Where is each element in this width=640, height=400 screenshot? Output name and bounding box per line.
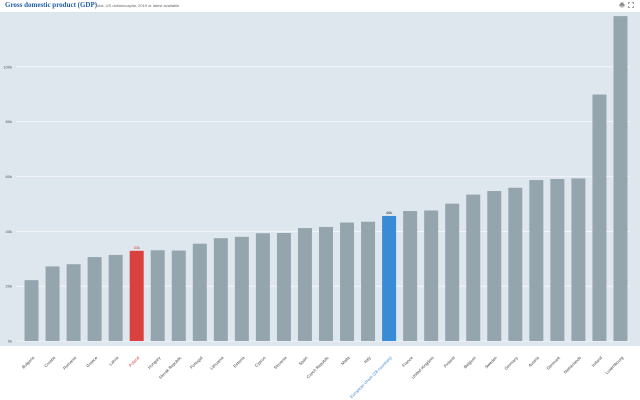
x-tick-label: France bbox=[401, 355, 414, 368]
x-tick-label: Slovak Republic bbox=[158, 355, 183, 380]
x-tick-label: Latvia bbox=[108, 355, 120, 367]
bar-romania[interactable] bbox=[66, 264, 81, 341]
y-tick-label: 60k bbox=[6, 174, 12, 179]
x-tick-label: Malta bbox=[340, 355, 351, 366]
bar-denmark[interactable] bbox=[550, 178, 565, 341]
x-tick-label: Lithuania bbox=[209, 355, 225, 371]
x-tick-label: Czech Republic bbox=[305, 355, 329, 379]
bar-italy[interactable] bbox=[361, 221, 376, 341]
bar-finland[interactable] bbox=[445, 203, 460, 341]
fullscreen-icon[interactable] bbox=[628, 2, 634, 8]
x-tick-label: Finland bbox=[443, 355, 457, 369]
x-tick-label: Portugal bbox=[189, 355, 204, 370]
bar-spain[interactable] bbox=[297, 228, 312, 341]
x-tick-label: European Union (28 countries) bbox=[349, 355, 393, 399]
data-label: 33k bbox=[133, 245, 139, 250]
bar-latvia[interactable] bbox=[108, 254, 123, 341]
bar-malta[interactable] bbox=[340, 222, 355, 341]
x-tick-label: Belgium bbox=[463, 355, 478, 370]
x-tick-label: Netherlands bbox=[563, 355, 583, 375]
bar-sweden[interactable] bbox=[487, 191, 502, 341]
x-tick-label: Hungary bbox=[147, 355, 162, 370]
x-tick-label: Spain bbox=[298, 355, 310, 367]
x-tick-label: Italy bbox=[363, 355, 373, 365]
bar-united-kingdom[interactable] bbox=[424, 210, 439, 341]
bar-germany[interactable] bbox=[508, 187, 523, 341]
bar-greece[interactable] bbox=[87, 257, 102, 341]
x-tick-label: Greece bbox=[85, 355, 99, 369]
bar-cyprus[interactable] bbox=[255, 233, 270, 341]
bar-belgium[interactable] bbox=[466, 194, 481, 341]
bars: 33k 46k bbox=[24, 16, 628, 342]
chart-subtitle: Total, US dollars/capita, 2019 or latest… bbox=[95, 3, 180, 8]
bar-croatia[interactable] bbox=[45, 266, 60, 341]
x-tick-label: Cyprus bbox=[254, 355, 267, 368]
x-tick-label: Denmark bbox=[546, 355, 562, 371]
bar-france[interactable] bbox=[403, 211, 418, 341]
y-tick-label: 100k bbox=[3, 64, 12, 69]
x-tick-label: Romania bbox=[62, 355, 78, 371]
bar-austria[interactable] bbox=[529, 180, 544, 341]
x-tick-label: Croatia bbox=[43, 355, 57, 369]
y-tick-label: 0k bbox=[8, 339, 12, 344]
bar-european-union-28-countries-[interactable] bbox=[382, 215, 397, 341]
bar-netherlands[interactable] bbox=[571, 178, 586, 341]
x-tick-label: Germany bbox=[503, 355, 519, 371]
bar-portugal[interactable] bbox=[192, 243, 207, 341]
bar-ireland[interactable] bbox=[592, 94, 607, 341]
print-icon[interactable] bbox=[619, 2, 625, 8]
x-tick-label: Austria bbox=[527, 355, 540, 368]
x-tick-label: Slovenia bbox=[273, 355, 288, 370]
bar-hungary[interactable] bbox=[150, 250, 165, 341]
x-tick-label: United Kingdom bbox=[410, 355, 435, 380]
x-tick-label: Ireland bbox=[591, 355, 604, 368]
x-tick-label: Bulgaria bbox=[21, 355, 36, 370]
data-label: 46k bbox=[386, 210, 392, 215]
x-tick-label: Poland bbox=[128, 355, 141, 368]
bar-slovenia[interactable] bbox=[276, 232, 291, 341]
chart-header: Gross domestic product (GDP) Total, US d… bbox=[0, 0, 640, 12]
x-tick-label: Luxembourg bbox=[604, 355, 624, 375]
y-tick-label: 20k bbox=[6, 284, 12, 289]
bar-lithuania[interactable] bbox=[213, 238, 228, 341]
bar-chart: 0k 20k 40k 60k 80k 100k 33k 46k Bulgaria Croati… bbox=[0, 12, 640, 400]
bar-poland[interactable] bbox=[129, 250, 144, 341]
y-axis-ticks: 0k 20k 40k 60k 80k 100k bbox=[3, 64, 12, 343]
x-tick-label: Estonia bbox=[232, 355, 246, 369]
chart-title: Gross domestic product (GDP) bbox=[5, 1, 98, 9]
x-axis-labels: Bulgaria Croatia Romania Greece Latvia Poland… bbox=[21, 355, 625, 400]
x-tick-label: Sweden bbox=[484, 355, 499, 370]
bar-estonia[interactable] bbox=[234, 236, 249, 341]
bar-bulgaria[interactable] bbox=[24, 280, 39, 341]
bar-slovak-republic[interactable] bbox=[171, 250, 186, 341]
bar-luxembourg[interactable] bbox=[613, 16, 628, 342]
y-tick-label: 80k bbox=[6, 119, 12, 124]
bar-czech-republic[interactable] bbox=[319, 226, 333, 341]
y-tick-label: 40k bbox=[6, 229, 12, 234]
